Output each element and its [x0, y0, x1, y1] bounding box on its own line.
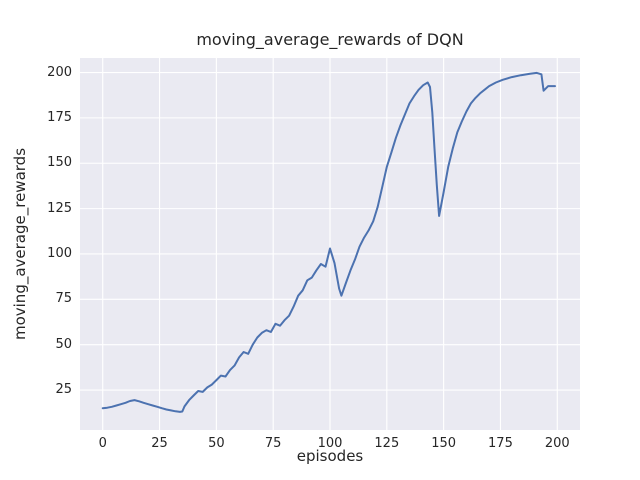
y-tick-label: 100	[47, 245, 72, 261]
y-tick-label: 150	[47, 155, 72, 171]
y-tick-label: 200	[47, 64, 72, 80]
x-tick-label: 125	[374, 436, 400, 451]
y-tick-label: 50	[55, 336, 72, 352]
y-tick-label: 175	[47, 109, 72, 125]
chart-title: moving_average_rewards of DQN	[196, 30, 464, 49]
x-tick-label: 0	[98, 436, 107, 451]
x-tick-label: 175	[488, 436, 513, 451]
y-tick-label: 125	[47, 200, 72, 216]
y-tick-label: 25	[55, 382, 72, 398]
plot-area	[80, 58, 580, 430]
x-tick-label: 25	[151, 436, 168, 451]
data-line-moving-average-rewards	[101, 71, 556, 413]
x-tick-label: 50	[208, 436, 225, 451]
chart-canvas	[80, 58, 580, 430]
x-axis-label: episodes	[296, 447, 364, 465]
x-tick-label: 100	[317, 436, 343, 451]
x-tick-label: 150	[431, 436, 457, 451]
x-tick-label: 75	[264, 436, 282, 451]
x-tick-label: 200	[544, 436, 570, 451]
y-axis-label: moving_average_rewards	[11, 147, 29, 341]
y-tick-label: 75	[55, 291, 72, 307]
